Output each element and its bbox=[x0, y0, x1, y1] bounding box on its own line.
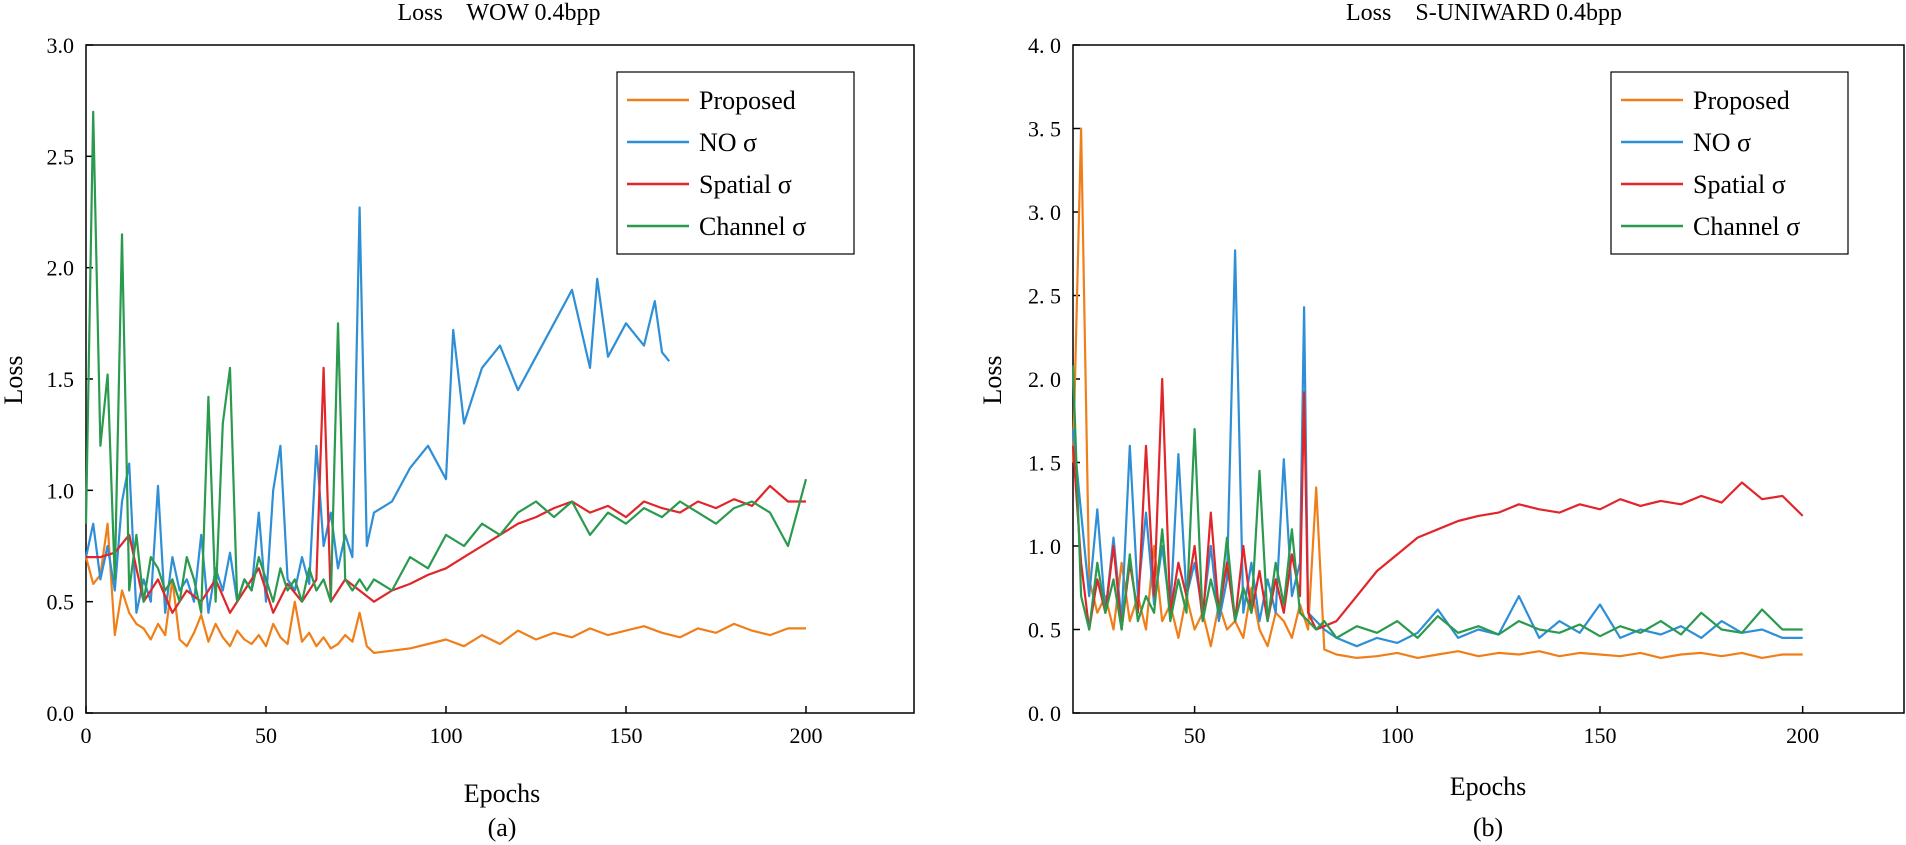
chart-a-x-axis-label: Epochs bbox=[464, 779, 541, 808]
chart-b-x-axis-label: Epochs bbox=[1450, 772, 1527, 801]
x-tick-label: 100 bbox=[430, 723, 463, 748]
chart-a-caption: (a) bbox=[488, 813, 517, 842]
x-tick-label: 200 bbox=[1786, 723, 1819, 748]
y-tick-label: 2. 5 bbox=[1028, 284, 1061, 309]
chart-a-legend: Proposed NO σ Spatial σ Channel σ bbox=[616, 71, 855, 255]
legend-label: Channel σ bbox=[1693, 212, 1800, 241]
chart-b-y-axis-label: Loss bbox=[978, 355, 1007, 404]
chart-a-title: Loss WOW 0.4bpp bbox=[397, 0, 600, 26]
legend-label: Proposed bbox=[1693, 86, 1790, 115]
y-tick-label: 0. 5 bbox=[1028, 618, 1061, 643]
series-line-spatial bbox=[1071, 377, 1804, 631]
legend-label: Proposed bbox=[699, 86, 796, 115]
legend-box bbox=[1610, 71, 1849, 255]
y-tick-label: 2. 0 bbox=[1028, 367, 1061, 392]
series-line-channel bbox=[1071, 365, 1803, 640]
y-tick-label: 0.5 bbox=[47, 590, 75, 615]
y-tick-label: 1. 0 bbox=[1028, 534, 1061, 559]
x-tick-label: 0 bbox=[81, 723, 92, 748]
x-tick-label: 150 bbox=[1583, 723, 1616, 748]
chart-a-series bbox=[84, 110, 808, 655]
legend-box bbox=[616, 71, 855, 255]
y-tick-label: 4. 0 bbox=[1028, 33, 1061, 58]
y-tick-label: 2.5 bbox=[47, 144, 75, 169]
series-line-proposed bbox=[1071, 127, 1803, 660]
chart-b-series bbox=[1071, 127, 1804, 660]
x-tick-label: 50 bbox=[255, 723, 277, 748]
chart-a: Loss WOW 0.4bpp 0 50 100 150 200 0.0 0.5 1.0 1.5… bbox=[0, 0, 915, 842]
chart-b-title: Loss S-UNIWARD 0.4bpp bbox=[1346, 0, 1622, 26]
chart-a-axes: 0 50 100 150 200 0.0 0.5 1.0 1.5 2.0 2.5 3.0 bbox=[47, 33, 823, 748]
legend-label: Spatial σ bbox=[699, 170, 792, 199]
y-tick-label: 2.0 bbox=[47, 256, 75, 281]
x-tick-label: 200 bbox=[790, 723, 823, 748]
y-tick-label: 1.5 bbox=[47, 367, 75, 392]
chart-b: Loss S-UNIWARD 0.4bpp 50 100 150 200 0. 0 0. … bbox=[978, 0, 1905, 842]
chart-b-caption: (b) bbox=[1473, 813, 1503, 842]
y-tick-label: 0. 0 bbox=[1028, 701, 1061, 726]
y-tick-label: 3.0 bbox=[47, 33, 75, 58]
chart-b-axes: 50 100 150 200 0. 0 0. 5 1. 0 1. 5 2. 0 2. 5 3. 0 3… bbox=[1028, 33, 1819, 748]
legend-label: NO σ bbox=[1693, 128, 1751, 157]
chart-b-legend: Proposed NO σ Spatial σ Channel σ bbox=[1610, 71, 1849, 255]
y-tick-label: 1. 5 bbox=[1028, 451, 1061, 476]
y-tick-label: 1.0 bbox=[47, 478, 75, 503]
x-tick-label: 150 bbox=[610, 723, 643, 748]
legend-label: Spatial σ bbox=[1693, 170, 1786, 199]
legend-label: NO σ bbox=[699, 128, 757, 157]
y-tick-label: 3. 5 bbox=[1028, 117, 1061, 142]
series-line-channel bbox=[84, 110, 808, 614]
series-line-no bbox=[1071, 249, 1803, 648]
y-tick-label: 3. 0 bbox=[1028, 200, 1061, 225]
x-tick-label: 50 bbox=[1184, 723, 1206, 748]
chart-a-y-axis-label: Loss bbox=[0, 355, 28, 404]
x-tick-label: 100 bbox=[1381, 723, 1414, 748]
legend-label: Channel σ bbox=[699, 212, 806, 241]
y-tick-label: 0.0 bbox=[47, 701, 75, 726]
series-line-proposed bbox=[84, 522, 806, 655]
series-line-no bbox=[84, 206, 671, 614]
